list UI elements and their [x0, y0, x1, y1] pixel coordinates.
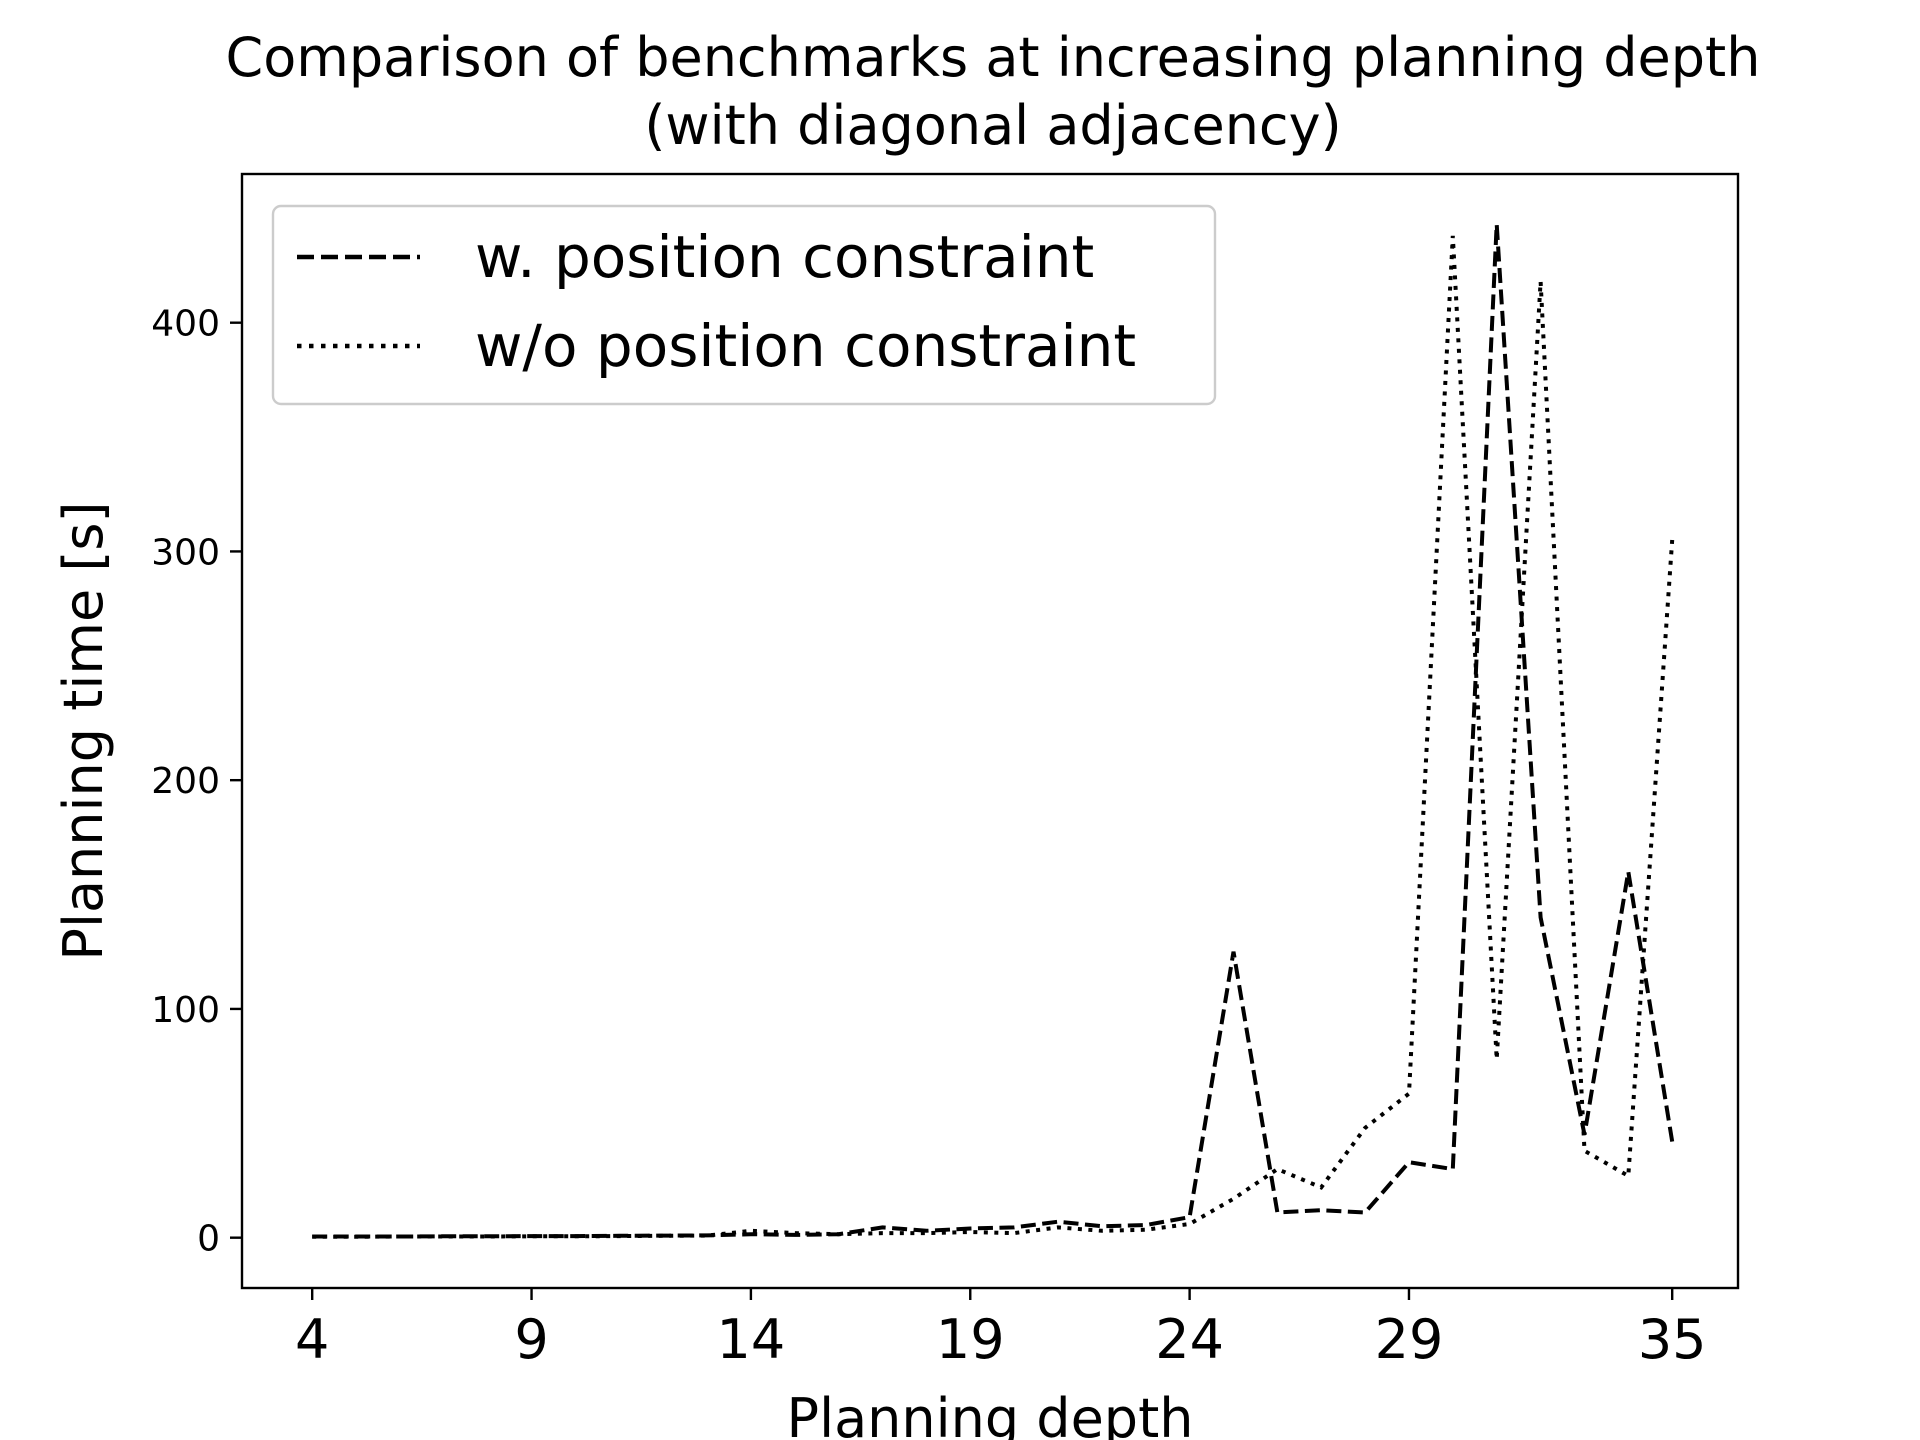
x-tick-label: 24	[1155, 1308, 1224, 1371]
x-tick-label: 14	[717, 1308, 786, 1371]
legend: w. position constraint w/o position cons…	[271, 204, 1217, 406]
x-tick-label: 29	[1375, 1308, 1444, 1371]
legend-box	[271, 204, 1217, 406]
chart-title-line-1: Comparison of benchmarks at increasing p…	[226, 26, 1761, 89]
series-line-with-constraint	[312, 224, 1675, 1239]
y-tick-label: 400	[151, 304, 220, 345]
y-tick-label: 300	[151, 532, 220, 573]
x-tick-label: 4	[295, 1308, 329, 1371]
x-tick-label: 35	[1638, 1308, 1707, 1371]
series-layer	[312, 224, 1675, 1239]
y-axis-label: Planning time [s]	[52, 501, 115, 960]
legend-label-with-constraint: w. position constraint	[475, 223, 1094, 291]
chart-title-line-2: (with diagonal adjacency)	[644, 94, 1341, 157]
legend-label-without-constraint: w/o position constraint	[475, 312, 1136, 380]
x-axis-label: Planning depth	[787, 1387, 1194, 1440]
x-tick-label: 19	[936, 1308, 1005, 1371]
x-axis-ticks: 4 9 14 19 24 29 35	[295, 1288, 1707, 1371]
x-tick-label: 9	[514, 1308, 548, 1371]
plot-frame	[240, 172, 1740, 1290]
y-tick-label: 0	[197, 1219, 220, 1260]
y-tick-label: 100	[151, 990, 220, 1031]
y-axis-ticks: 0 100 200 300 400	[151, 304, 242, 1260]
y-tick-label: 200	[151, 761, 220, 802]
